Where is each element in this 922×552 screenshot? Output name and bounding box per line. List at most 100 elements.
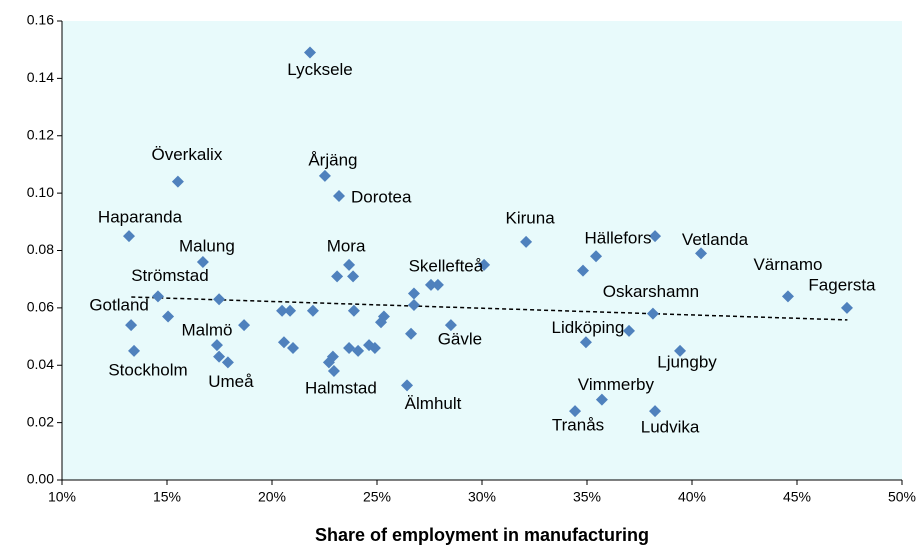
point [151, 290, 164, 303]
point-label: Stockholm [108, 360, 187, 379]
point [196, 255, 209, 268]
plot-area [62, 21, 902, 480]
point [444, 319, 457, 332]
point [162, 310, 175, 323]
point [595, 393, 608, 406]
trendline [131, 296, 848, 321]
point [277, 336, 290, 349]
point-label: Mora [327, 236, 366, 255]
y-tick-label: 0.00 [27, 471, 54, 487]
point [781, 290, 794, 303]
point [405, 327, 418, 340]
y-tick-label: 0.06 [27, 299, 54, 315]
x-tick-label: 25% [363, 489, 391, 505]
point [674, 344, 687, 357]
point-label: Överkalix [151, 145, 222, 164]
point-label: Umeå [208, 372, 254, 391]
point [128, 344, 141, 357]
x-tick-label: 45% [783, 489, 811, 505]
point-label: Malmö [181, 321, 232, 340]
point-label: Värnamo [753, 255, 822, 274]
x-tick-label: 30% [468, 489, 496, 505]
x-tick-label: 50% [888, 489, 916, 505]
point-label: Halmstad [305, 378, 377, 397]
point [377, 310, 390, 323]
point [646, 307, 659, 320]
point [352, 344, 365, 357]
point-label: Ljungby [657, 352, 717, 371]
point [287, 342, 299, 355]
point [213, 293, 226, 306]
point-label: Tranås [552, 416, 604, 435]
point-label: Lycksele [287, 60, 353, 79]
point-label: Gotland [89, 296, 149, 315]
point-label: Gävle [438, 330, 482, 349]
point [623, 324, 635, 337]
point [318, 169, 331, 182]
y-tick-label: 0.14 [27, 69, 54, 85]
y-tick-label: 0.16 [27, 12, 54, 28]
point [590, 250, 603, 263]
y-tick-label: 0.10 [27, 184, 54, 200]
point-label: Skellefteå [409, 256, 484, 275]
point-label: Älmhult [405, 394, 462, 413]
point [306, 304, 319, 317]
x-tick-label: 20% [258, 489, 286, 505]
x-tick-label: 10% [48, 489, 76, 505]
point [407, 287, 420, 300]
point [122, 230, 135, 243]
point [331, 270, 344, 283]
point-label: Vimmerby [578, 375, 655, 394]
point [407, 299, 420, 312]
point [210, 339, 223, 352]
point [431, 278, 444, 291]
point-label: Haparanda [98, 208, 183, 227]
point [284, 304, 297, 317]
point [343, 342, 356, 355]
point [424, 278, 437, 291]
point [125, 319, 138, 332]
point-label: Dorotea [351, 187, 412, 206]
point [304, 46, 317, 59]
point [326, 350, 339, 363]
point [221, 356, 234, 369]
point-label: Vetlanda [682, 230, 749, 249]
point [840, 301, 853, 314]
x-axis-title: Share of employment in manufacturing [315, 525, 649, 545]
point [520, 235, 533, 248]
y-tick-label: 0.12 [27, 126, 54, 142]
point [695, 247, 708, 260]
point [347, 270, 360, 283]
point [649, 230, 662, 243]
point [332, 189, 345, 202]
point-label: Strömstad [131, 266, 208, 285]
y-tick-label: 0.02 [27, 413, 54, 429]
point-label: Malung [179, 236, 235, 255]
point [577, 264, 590, 277]
point-label: Oskarshamn [603, 282, 699, 301]
point-label: Lidköping [552, 318, 625, 337]
y-tick-label: 0.04 [27, 356, 54, 372]
point-label: Ludvika [641, 418, 700, 437]
point [478, 258, 491, 271]
point-label: Årjäng [308, 150, 357, 169]
x-tick-label: 15% [153, 489, 181, 505]
point [347, 304, 360, 317]
x-tick-label: 35% [573, 489, 601, 505]
point-label: Fagersta [808, 275, 876, 294]
point-label: Hällefors [584, 229, 651, 248]
point [343, 258, 356, 271]
point-label: Kiruna [506, 208, 556, 227]
point [649, 405, 662, 418]
point [368, 342, 381, 355]
y-tick-label: 0.08 [27, 241, 54, 257]
point [579, 336, 592, 349]
point [213, 350, 226, 363]
point [327, 364, 340, 377]
x-tick-label: 40% [678, 489, 706, 505]
point [276, 304, 289, 317]
point [569, 405, 582, 418]
point [401, 379, 414, 392]
point [171, 175, 184, 188]
